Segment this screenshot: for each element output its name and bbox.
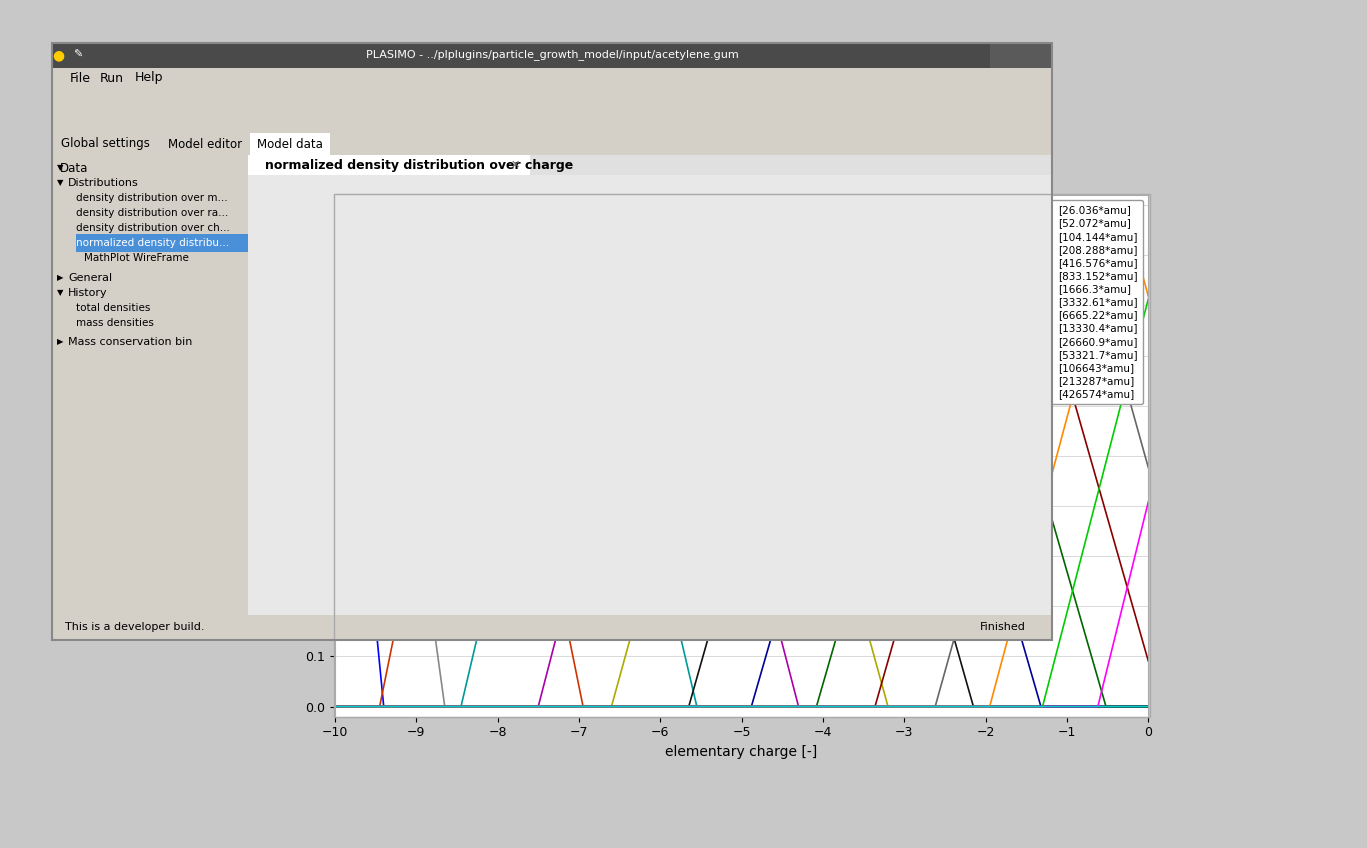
- Text: density distribution over ch...: density distribution over ch...: [77, 223, 230, 233]
- Text: ●: ●: [52, 48, 64, 62]
- Text: density distribution over ra...: density distribution over ra...: [77, 208, 228, 218]
- Text: Model data: Model data: [257, 137, 323, 150]
- Text: MathPlot WireFrame: MathPlot WireFrame: [83, 253, 189, 263]
- Legend: [26.036*amu], [52.072*amu], [104.144*amu], [208.288*amu], [416.576*amu], [833.15: [26.036*amu], [52.072*amu], [104.144*amu…: [1024, 200, 1143, 404]
- Text: PLASIMO - ../plplugins/particle_growth_model/input/acetylene.gum: PLASIMO - ../plplugins/particle_growth_m…: [365, 49, 738, 60]
- Text: normalized density distribution over charge: normalized density distribution over cha…: [265, 159, 573, 171]
- Text: Global settings: Global settings: [60, 137, 149, 150]
- Text: total densities: total densities: [77, 303, 150, 313]
- Text: ▶: ▶: [57, 338, 63, 347]
- Text: normalized density distribu...: normalized density distribu...: [77, 238, 230, 248]
- Text: Model editor: Model editor: [168, 137, 242, 150]
- Y-axis label: normalized density [-]: normalized density [-]: [286, 379, 299, 533]
- Text: Data: Data: [60, 161, 89, 175]
- Text: density distribution over m...: density distribution over m...: [77, 193, 228, 203]
- Text: Finished: Finished: [980, 622, 1025, 632]
- Text: ✎: ✎: [74, 50, 82, 60]
- Text: ▼: ▼: [57, 164, 63, 172]
- Text: ✕: ✕: [510, 160, 519, 170]
- Text: This is a developer build.: This is a developer build.: [66, 622, 205, 632]
- Text: ▼: ▼: [57, 288, 63, 298]
- Text: Run: Run: [100, 71, 124, 85]
- Text: ▶: ▶: [57, 274, 63, 282]
- Text: mass densities: mass densities: [77, 318, 154, 328]
- Text: ▼: ▼: [57, 178, 63, 187]
- Text: History: History: [68, 288, 108, 298]
- X-axis label: elementary charge [-]: elementary charge [-]: [666, 745, 817, 759]
- Text: Help: Help: [135, 71, 164, 85]
- Text: File: File: [70, 71, 92, 85]
- Text: General: General: [68, 273, 112, 283]
- Text: Mass conservation bin: Mass conservation bin: [68, 337, 193, 347]
- Text: Distributions: Distributions: [68, 178, 138, 188]
